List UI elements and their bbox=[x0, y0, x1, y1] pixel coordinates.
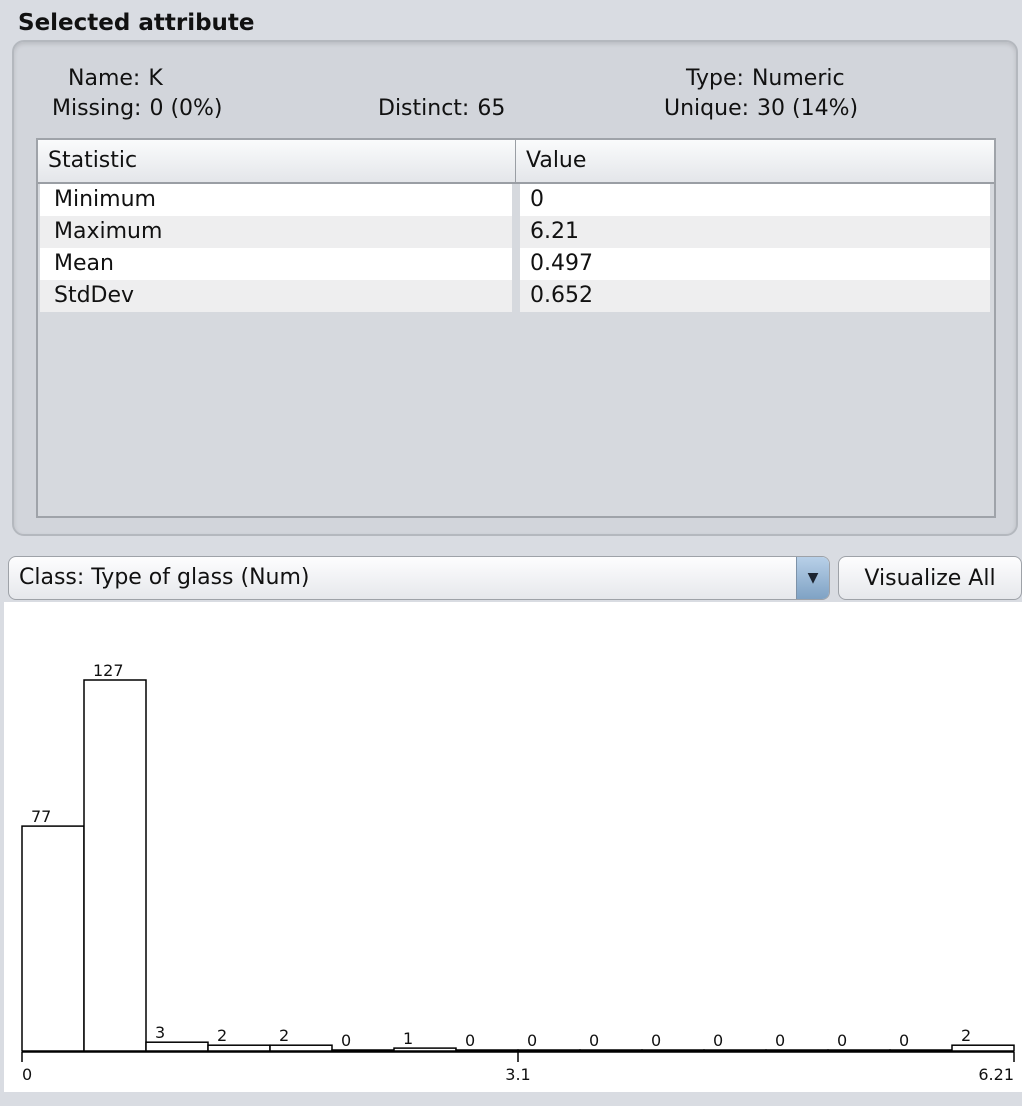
x-tick-label: 3.1 bbox=[505, 1065, 530, 1084]
cell-statistic: Minimum bbox=[40, 184, 512, 216]
histogram-bar bbox=[269, 1044, 333, 1052]
type-label: Type: bbox=[686, 66, 744, 91]
class-select[interactable]: Class: Type of glass (Num) ▼ bbox=[8, 556, 830, 600]
table-row[interactable]: StdDev 0.652 bbox=[38, 280, 994, 312]
dropdown-arrow-icon[interactable]: ▼ bbox=[796, 557, 829, 599]
visualize-all-button[interactable]: Visualize All bbox=[838, 556, 1022, 600]
bar-count-label: 2 bbox=[279, 1026, 289, 1045]
histogram-bar bbox=[703, 1049, 767, 1052]
table-body: Minimum 0 Maximum 6.21 Mean 0.497 StdDev… bbox=[38, 184, 994, 312]
histogram-bar bbox=[331, 1049, 395, 1052]
bar-count-label: 2 bbox=[217, 1026, 227, 1045]
bar-count-label: 127 bbox=[93, 661, 124, 680]
cell-value: 0 bbox=[520, 184, 990, 216]
missing-value: 0 (0%) bbox=[149, 96, 223, 121]
x-tick-label: 6.21 bbox=[978, 1065, 1014, 1084]
bar-count-label: 77 bbox=[31, 807, 51, 826]
section-title: Selected attribute bbox=[18, 10, 255, 36]
histogram-bar bbox=[393, 1047, 457, 1052]
cell-statistic: StdDev bbox=[40, 280, 512, 312]
bar-count-label: 0 bbox=[341, 1031, 351, 1050]
name-label: Name: bbox=[68, 66, 141, 91]
attribute-distinct: Distinct: 65 bbox=[378, 96, 505, 121]
class-select-value: Class: Type of glass (Num) bbox=[19, 565, 310, 590]
bar-count-label: 0 bbox=[775, 1031, 785, 1050]
distinct-value: 65 bbox=[477, 96, 506, 121]
statistics-table: Statistic Value Minimum 0 Maximum 6.21 M… bbox=[36, 138, 996, 518]
histogram-svg: 77 127 3 2 2 0 1 0 0 0 0 0 0 0 0 2 0 3.1 6.21 bbox=[21, 661, 1015, 1084]
attribute-type: Type: Numeric bbox=[686, 66, 845, 91]
table-row[interactable]: Minimum 0 bbox=[38, 184, 994, 216]
bar-count-label: 0 bbox=[899, 1031, 909, 1050]
table-row[interactable]: Maximum 6.21 bbox=[38, 216, 994, 248]
bar-count-label: 0 bbox=[651, 1031, 661, 1050]
histogram-plot: 77 127 3 2 2 0 1 0 0 0 0 0 0 0 0 2 0 3.1 6.21 bbox=[4, 602, 1022, 1092]
histogram-bar bbox=[83, 679, 147, 1052]
bar-count-label: 2 bbox=[961, 1026, 971, 1045]
cell-statistic: Maximum bbox=[40, 216, 512, 248]
table-row[interactable]: Mean 0.497 bbox=[38, 248, 994, 280]
cell-value: 0.497 bbox=[520, 248, 990, 280]
histogram-bar bbox=[517, 1049, 581, 1052]
column-header-statistic[interactable]: Statistic bbox=[38, 140, 516, 182]
name-value: K bbox=[148, 66, 163, 91]
x-tick-label: 0 bbox=[22, 1065, 32, 1084]
type-value: Numeric bbox=[751, 66, 845, 91]
missing-label: Missing: bbox=[52, 96, 142, 121]
bar-count-label: 0 bbox=[527, 1031, 537, 1050]
cell-statistic: Mean bbox=[40, 248, 512, 280]
histogram-bar bbox=[21, 825, 85, 1052]
histogram-bar bbox=[579, 1049, 643, 1052]
bar-count-label: 0 bbox=[713, 1031, 723, 1050]
column-header-value[interactable]: Value bbox=[526, 148, 587, 173]
attribute-missing: Missing: 0 (0%) bbox=[52, 96, 223, 121]
bar-count-label: 0 bbox=[589, 1031, 599, 1050]
histogram-bar bbox=[455, 1049, 519, 1052]
distinct-label: Distinct: bbox=[378, 96, 470, 121]
histogram-bar bbox=[951, 1044, 1015, 1052]
histogram-bar bbox=[641, 1049, 705, 1052]
histogram-bar bbox=[889, 1049, 953, 1052]
cell-value: 6.21 bbox=[520, 216, 990, 248]
cell-value: 0.652 bbox=[520, 280, 990, 312]
attribute-name: Name: K bbox=[68, 66, 163, 91]
table-header: Statistic Value bbox=[38, 140, 994, 184]
unique-label: Unique: bbox=[664, 96, 750, 121]
histogram-bar bbox=[145, 1041, 209, 1052]
histogram-bar bbox=[765, 1049, 829, 1052]
bar-count-label: 1 bbox=[403, 1029, 413, 1048]
attribute-unique: Unique: 30 (14%) bbox=[664, 96, 858, 121]
unique-value: 30 (14%) bbox=[757, 96, 859, 121]
bar-count-label: 3 bbox=[155, 1023, 165, 1042]
histogram-bar bbox=[827, 1049, 891, 1052]
bar-count-label: 0 bbox=[465, 1031, 475, 1050]
bar-count-label: 0 bbox=[837, 1031, 847, 1050]
histogram-bar bbox=[207, 1044, 271, 1052]
